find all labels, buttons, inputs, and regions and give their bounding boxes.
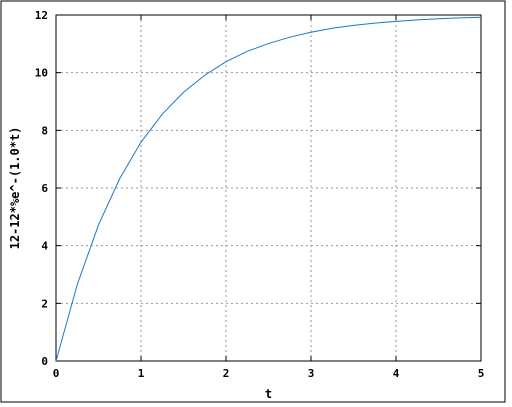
y-tick-label: 2 — [41, 297, 48, 310]
y-tick-label: 0 — [41, 355, 48, 368]
y-tick-label: 12 — [35, 9, 48, 22]
y-tick-labels: 0 2 4 6 8 10 12 — [35, 9, 49, 368]
y-tick-label: 4 — [41, 240, 48, 253]
x-tick-labels: 0 1 2 3 4 5 — [53, 367, 485, 380]
x-tick-label: 0 — [53, 367, 60, 380]
ticks — [55, 14, 482, 362]
series-line — [55, 16, 482, 362]
x-tick-label: 2 — [223, 367, 230, 380]
y-tick-label: 8 — [41, 124, 48, 137]
x-axis-label: t — [265, 387, 272, 401]
x-tick-label: 5 — [478, 367, 485, 380]
x-tick-label: 1 — [138, 367, 145, 380]
x-tick-label: 4 — [393, 367, 400, 380]
grid — [56, 15, 481, 361]
x-tick-label: 3 — [308, 367, 315, 380]
y-axis-label: 12-12*%e^-(1.0*t) — [8, 127, 22, 250]
y-tick-label: 10 — [35, 67, 48, 80]
chart-border — [0, 0, 506, 403]
y-tick-label: 6 — [41, 182, 48, 195]
